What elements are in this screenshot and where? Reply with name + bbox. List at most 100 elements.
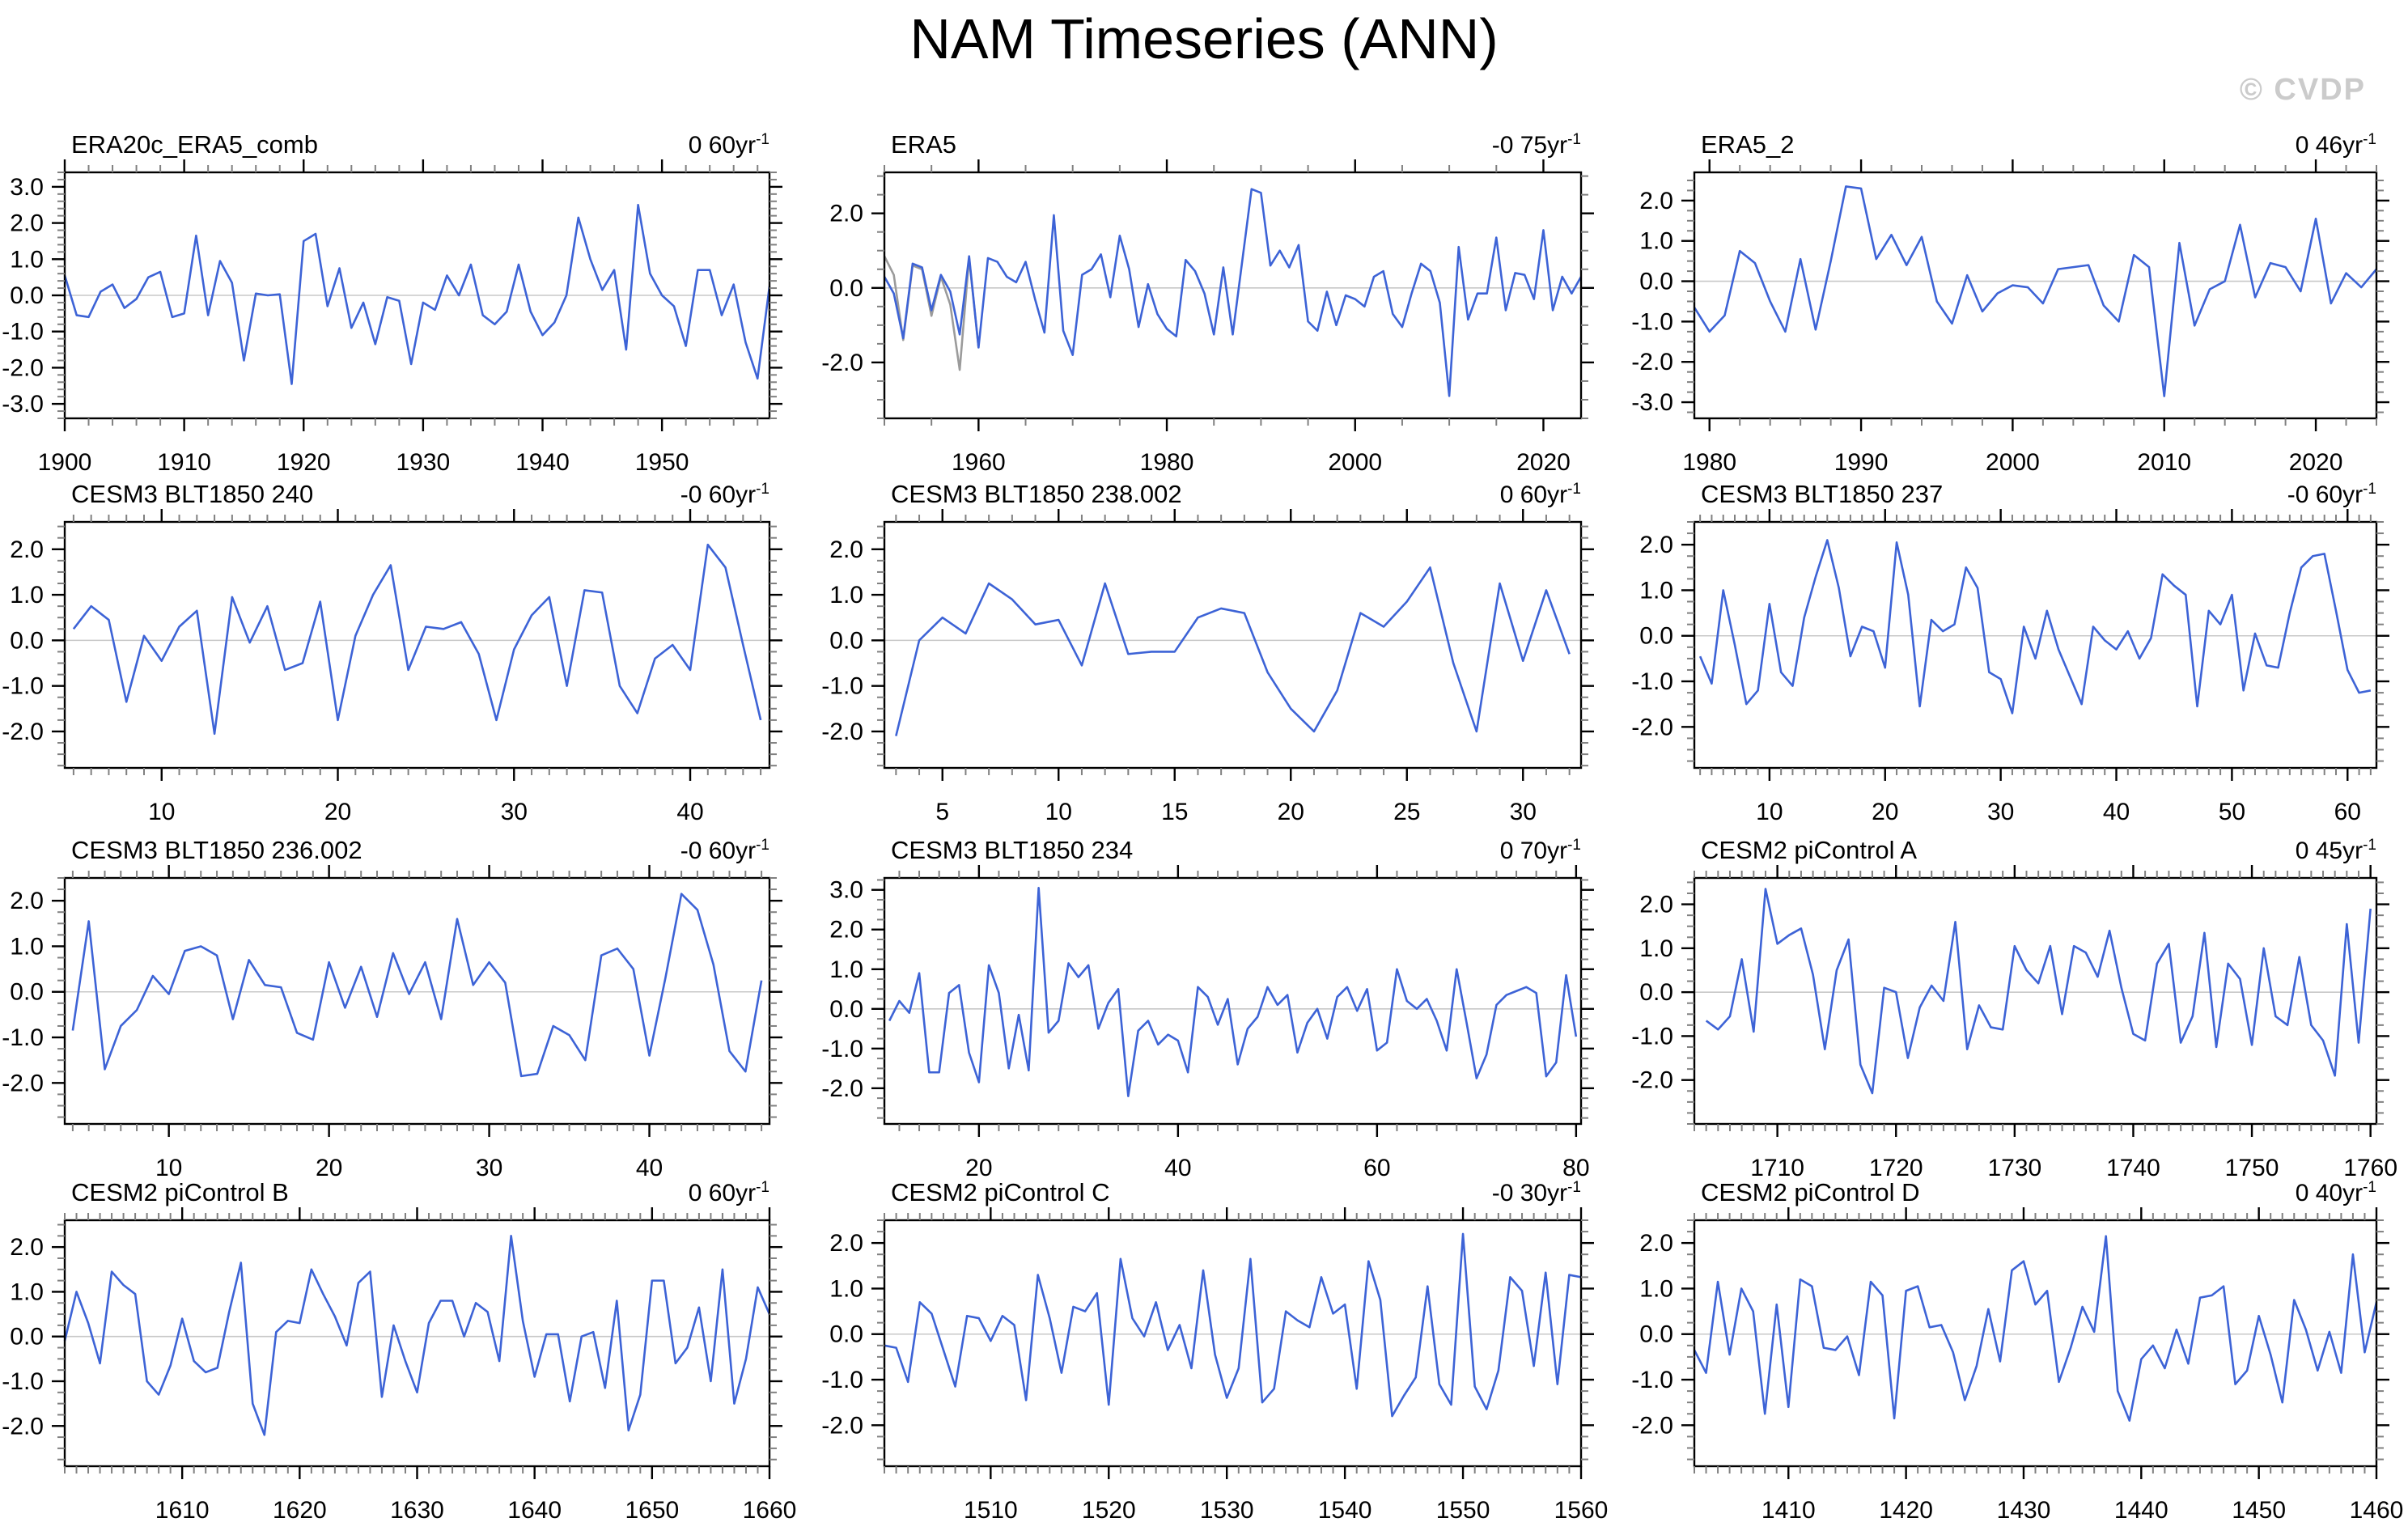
svg-text:1640: 1640 [507,1497,562,1524]
svg-text:1.0: 1.0 [10,582,44,608]
trend-value: -0 75yr [1491,132,1568,159]
timeseries-plot: 10 20 30 40 50 60 2.0 1.0 0.0 -1.0 -2.0 [1631,509,2389,825]
chart-title: CESM3 BLT1850 234 [891,836,1134,864]
timeseries-plot: 1510 1520 1530 1540 1550 1560 2.0 1.0 0.0 -1.0 -2.… [821,1207,1608,1524]
svg-text:10: 10 [1756,799,1783,825]
svg-text:60: 60 [2334,799,2361,825]
svg-text:20: 20 [1278,799,1304,825]
svg-text:-1.0: -1.0 [1631,308,1673,335]
svg-text:1740: 1740 [2106,1155,2160,1181]
svg-text:1980: 1980 [1682,449,1736,476]
svg-text:-1.0: -1.0 [1631,668,1673,695]
svg-text:-2.0: -2.0 [2,1070,44,1096]
svg-text:-2.0: -2.0 [2,1413,44,1440]
svg-text:2.0: 2.0 [10,888,44,914]
svg-text:2020: 2020 [2289,449,2343,476]
chart-header: ERA5_2 0 46yr-1 [1701,130,2376,159]
svg-text:2010: 2010 [2137,449,2191,476]
svg-text:30: 30 [476,1155,502,1181]
timeseries-plot: 5 10 15 20 25 30 2.0 1.0 0.0 -1.0 -2.0 [821,509,1594,825]
timeseries-plot: 10 20 30 40 2.0 1.0 0.0 -1.0 -2.0 [2,509,782,825]
chart-header: CESM3 BLT1850 236.002 -0 60yr-1 [71,836,769,865]
chart-header: ERA20c_ERA5_comb 0 60yr-1 [71,130,769,159]
svg-text:1510: 1510 [964,1497,1018,1524]
chart-title: CESM2 piControl D [1701,1178,1920,1206]
chart-trend-label: -0 30yr-1 [1492,1179,1581,1207]
timeseries-plot: 1980 1990 2000 2010 2020 2.0 1.0 0.0 -1.0 -2.0 -3.… [1631,159,2389,476]
svg-text:-1.0: -1.0 [2,673,44,700]
trend-exponent: -1 [1567,837,1581,854]
svg-text:1450: 1450 [2232,1497,2286,1524]
svg-text:30: 30 [501,799,528,825]
svg-text:1440: 1440 [2114,1497,2168,1524]
chart-trend-label: 0 46yr-1 [2296,131,2376,159]
trend-value: 0 45yr [2295,837,2363,864]
svg-text:0.0: 0.0 [10,627,44,654]
chart-header: CESM2 piControl A 0 45yr-1 [1701,836,2376,865]
svg-text:1650: 1650 [625,1497,679,1524]
timeseries-plot: 1900 1910 1920 1930 1940 1950 3.0 2.0 1.0 0.0 -1.0… [2,159,782,476]
svg-text:40: 40 [676,799,703,825]
chart-trend-label: -0 60yr-1 [680,837,769,865]
chart-title: CESM2 piControl B [71,1178,289,1206]
svg-text:1530: 1530 [1200,1497,1254,1524]
trend-value: -0 60yr [680,481,757,508]
svg-text:1910: 1910 [157,449,211,476]
svg-text:0.0: 0.0 [1639,269,1673,295]
trend-exponent: -1 [2363,1179,2376,1196]
svg-text:-1.0: -1.0 [821,1367,863,1393]
svg-text:1990: 1990 [1834,449,1889,476]
trend-value: -0 60yr [680,837,757,864]
chart-trend-label: 0 60yr-1 [689,131,769,159]
svg-text:-1.0: -1.0 [2,1024,44,1051]
svg-text:5: 5 [935,799,949,825]
svg-text:-2.0: -2.0 [821,719,863,745]
trend-value: 0 60yr [688,132,757,159]
svg-text:1460: 1460 [2350,1497,2404,1524]
svg-text:-1.0: -1.0 [2,319,44,346]
svg-text:0.0: 0.0 [1639,623,1673,650]
svg-text:1430: 1430 [1997,1497,2051,1524]
timeseries-plot: 1960 1980 2000 2020 2.0 0.0 -2.0 [821,159,1594,476]
svg-text:1710: 1710 [1750,1155,1804,1181]
chart-trend-label: 0 70yr-1 [1500,837,1581,865]
svg-text:2.0: 2.0 [10,210,44,237]
svg-text:1720: 1720 [1869,1155,1923,1181]
chart-title: CESM2 piControl C [891,1178,1110,1206]
chart-trend-label: -0 60yr-1 [680,481,769,509]
svg-text:1.0: 1.0 [10,246,44,273]
svg-text:-1.0: -1.0 [1631,1023,1673,1049]
svg-text:1.0: 1.0 [1639,228,1673,255]
svg-text:25: 25 [1393,799,1420,825]
timeseries-plot: 1410 1420 1430 1440 1450 1460 2.0 1.0 0.0 -1.0 -2.… [1631,1207,2404,1524]
chart-header: CESM2 piControl B 0 60yr-1 [71,1178,769,1207]
svg-text:-1.0: -1.0 [2,1368,44,1395]
trend-exponent: -1 [2363,837,2376,854]
timeseries-plot: 20 40 60 80 3.0 2.0 1.0 0.0 -1.0 -2.0 [821,865,1594,1181]
trend-exponent: -1 [1567,1179,1581,1196]
svg-text:1630: 1630 [390,1497,444,1524]
svg-text:2.0: 2.0 [1639,188,1673,214]
chart-title: CESM3 BLT1850 238.002 [891,480,1182,508]
svg-text:1950: 1950 [635,449,689,476]
svg-text:2.0: 2.0 [1639,532,1673,558]
svg-text:-2.0: -2.0 [1631,714,1673,740]
chart-trend-label: -0 75yr-1 [1492,131,1581,159]
svg-text:2.0: 2.0 [1639,892,1673,918]
svg-text:1960: 1960 [952,449,1006,476]
svg-text:1540: 1540 [1318,1497,1372,1524]
chart-title: ERA5 [891,130,956,159]
svg-text:0.0: 0.0 [10,1324,44,1351]
chart-title: CESM3 BLT1850 236.002 [71,836,362,864]
trend-value: 0 60yr [1499,481,1568,508]
svg-text:1750: 1750 [2225,1155,2279,1181]
svg-text:2.0: 2.0 [829,1230,863,1257]
trend-value: 0 46yr [2295,132,2363,159]
svg-text:-2.0: -2.0 [821,350,863,376]
svg-text:1760: 1760 [2343,1155,2397,1181]
svg-text:1.0: 1.0 [1639,577,1673,604]
svg-text:-3.0: -3.0 [2,391,44,418]
svg-text:10: 10 [155,1155,182,1181]
svg-text:0.0: 0.0 [829,1321,863,1348]
svg-text:1.0: 1.0 [10,1278,44,1305]
